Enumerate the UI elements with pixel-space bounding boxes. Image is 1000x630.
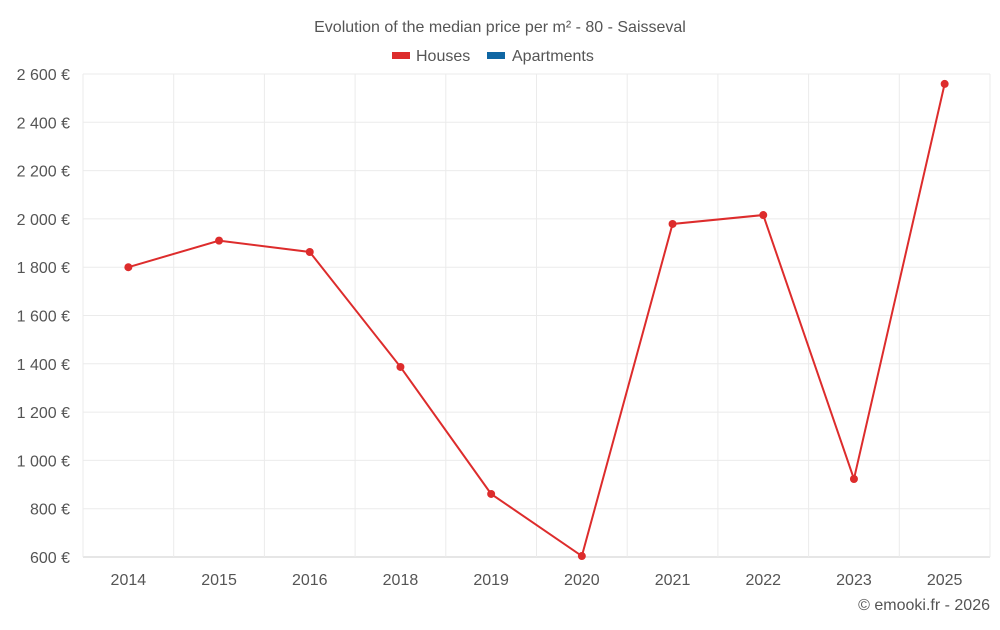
y-tick-label: 2 600 €: [17, 67, 70, 84]
data-point: [396, 362, 405, 371]
legend-label-houses: Houses: [416, 48, 470, 65]
y-tick-label: 800 €: [30, 502, 70, 519]
x-tick-label: 2021: [655, 572, 691, 589]
x-tick-label: 2019: [473, 572, 509, 589]
y-tick-label: 1 800 €: [17, 260, 70, 277]
data-point: [577, 552, 586, 561]
y-tick-label: 1 600 €: [17, 309, 70, 326]
y-tick-label: 1 000 €: [17, 453, 70, 470]
x-tick-label: 2016: [292, 572, 328, 589]
legend-swatch-apartments: [487, 52, 505, 59]
series-line-houses: [128, 83, 946, 558]
y-tick-label: 600 €: [30, 550, 70, 567]
data-point: [487, 489, 496, 498]
data-point: [215, 236, 224, 245]
y-tick-label: 1 400 €: [17, 357, 70, 374]
data-point: [124, 263, 133, 272]
y-tick-label: 1 200 €: [17, 405, 70, 422]
y-tick-label: 2 200 €: [17, 164, 70, 181]
x-tick-label: 2020: [564, 572, 600, 589]
credit: © emooki.fr - 2026: [858, 597, 990, 614]
x-tick-label: 2015: [201, 572, 237, 589]
x-tick-label: 2018: [383, 572, 419, 589]
legend-label-apartments: Apartments: [512, 48, 594, 65]
chart-title: Evolution of the median price per m² - 8…: [314, 19, 686, 36]
legend: Houses Apartments: [392, 48, 594, 65]
data-point: [940, 79, 949, 88]
legend-item-apartments[interactable]: Apartments: [487, 48, 594, 65]
x-tick-label: 2014: [111, 572, 147, 589]
x-tick-label: 2023: [836, 572, 872, 589]
y-tick-label: 2 000 €: [17, 212, 70, 229]
data-point: [305, 247, 314, 256]
legend-item-houses[interactable]: Houses: [392, 48, 470, 65]
data-point: [849, 474, 858, 483]
x-tick-label: 2022: [745, 572, 781, 589]
legend-swatch-houses: [392, 52, 410, 59]
x-tick-label: 2025: [927, 572, 963, 589]
y-tick-label: 2 400 €: [17, 115, 70, 132]
data-point: [668, 219, 677, 228]
data-point: [759, 211, 768, 220]
